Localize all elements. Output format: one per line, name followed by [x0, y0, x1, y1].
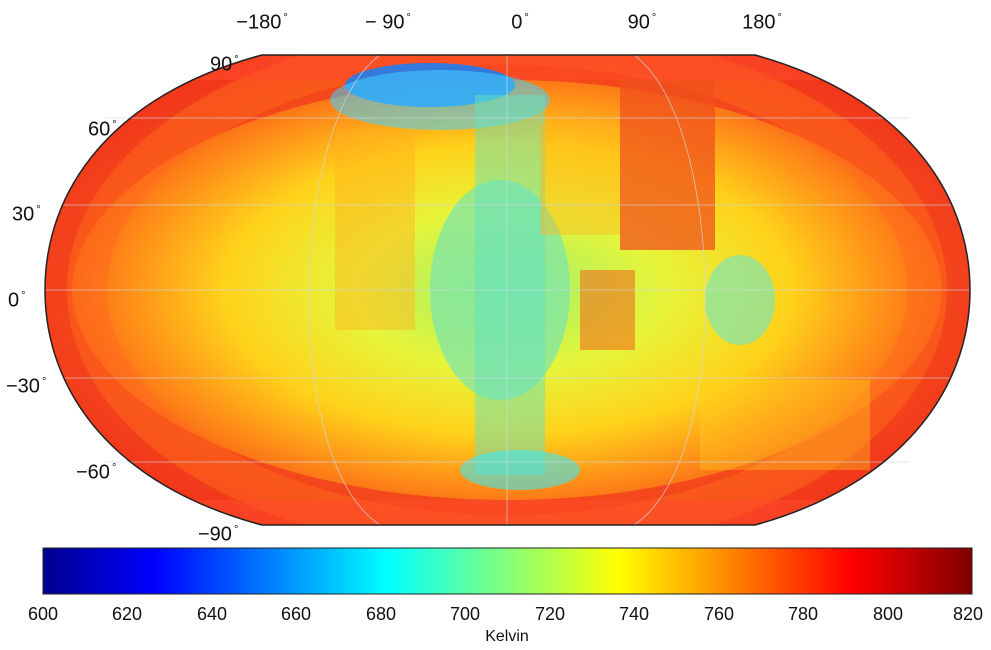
- lat-label-30: 30 °: [12, 203, 41, 226]
- lon-label-90: 90 °: [627, 11, 657, 34]
- colorbar-tick-720: 720: [534, 604, 566, 624]
- lon-label-180: 180 °: [742, 11, 782, 34]
- lat-label-90: 90 °: [210, 53, 239, 76]
- lat-label-neg60: −60 °: [76, 461, 117, 484]
- colorbar-tick-800: 800: [872, 604, 904, 624]
- lat-label-neg30: −30 °: [6, 375, 47, 398]
- lat-label-neg90: −90 °: [198, 523, 239, 546]
- colorbar-tick-780: 780: [787, 604, 819, 624]
- colorbar-tick-660: 660: [280, 604, 312, 624]
- lon-label-0: 0 °: [511, 11, 529, 34]
- lat-label-0: 0 °: [8, 289, 26, 312]
- colorbar-tick-820: 820: [952, 604, 984, 624]
- colorbar-tick-600: 600: [27, 604, 59, 624]
- lon-label-neg90: − 90 °: [365, 11, 411, 34]
- colorbar-title: Kelvin: [485, 628, 529, 645]
- lat-label-60: 60 °: [88, 118, 117, 141]
- colorbar-tick-680: 680: [365, 604, 397, 624]
- colorbar-tick-700: 700: [449, 604, 481, 624]
- colorbar-tick-740: 740: [618, 604, 650, 624]
- graticule: [45, 54, 970, 526]
- lon-label-neg180: −180 °: [236, 11, 288, 34]
- colorbar-tick-640: 640: [196, 604, 228, 624]
- colorbar: [42, 547, 973, 595]
- colorbar-tick-760: 760: [703, 604, 735, 624]
- hot-region-block: [620, 80, 715, 250]
- colorbar-tick-620: 620: [111, 604, 143, 624]
- map-outline: [44, 54, 971, 526]
